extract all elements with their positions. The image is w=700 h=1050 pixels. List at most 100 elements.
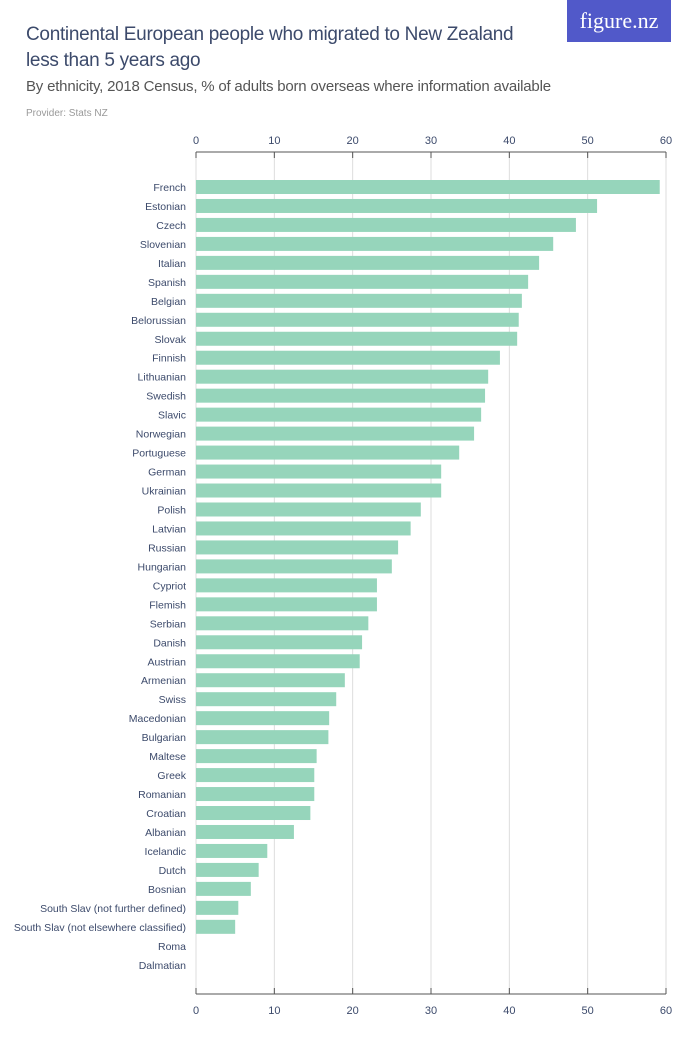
bar-dutch [196, 862, 259, 877]
bar-lithuanian [196, 369, 489, 384]
x-tick-label-top: 0 [193, 135, 199, 147]
category-label: Serbian [150, 618, 186, 630]
bar-estonian [196, 198, 598, 213]
bar-romanian [196, 787, 315, 802]
category-label: Finnish [152, 353, 186, 365]
bar-belgian [196, 293, 522, 308]
bar-portuguese [196, 445, 460, 460]
bar-slavic [196, 407, 482, 422]
bar-slovak [196, 331, 518, 346]
bar-albanian [196, 824, 294, 839]
bar-ukrainian [196, 483, 442, 498]
x-tick-label-bottom: 40 [503, 1005, 515, 1017]
x-tick-label-bottom: 60 [660, 1005, 672, 1017]
x-tick-label-bottom: 0 [193, 1005, 199, 1017]
bar-latvian [196, 521, 411, 536]
category-label: South Slav (not elsewhere classified) [14, 922, 186, 934]
bar-icelandic [196, 843, 268, 858]
bar-swiss [196, 692, 337, 707]
category-label: Greek [157, 770, 186, 782]
category-label: Danish [153, 637, 186, 649]
category-label: Swedish [146, 391, 186, 403]
bar-south-slav-not-further-defined [196, 900, 239, 915]
provider-label: Provider: Stats NZ [26, 108, 108, 119]
bar-bulgarian [196, 730, 329, 745]
category-label: Dutch [159, 865, 187, 877]
category-label: Belorussian [131, 315, 186, 327]
category-label: Cypriot [153, 580, 186, 592]
bar-polish [196, 502, 421, 517]
bar-belorussian [196, 312, 519, 327]
bar-maltese [196, 749, 317, 764]
x-tick-label-bottom: 10 [268, 1005, 280, 1017]
bar-swedish [196, 388, 486, 403]
bar-italian [196, 255, 540, 270]
category-label: South Slav (not further defined) [40, 903, 186, 915]
bar-south-slav-not-elsewhere-classified [196, 919, 236, 934]
category-label: Polish [157, 504, 186, 516]
category-label: Latvian [152, 523, 186, 535]
chart-title: Continental European people who migrated… [26, 24, 514, 71]
bar-russian [196, 540, 399, 555]
bar-macedonian [196, 711, 330, 726]
x-tick-label-top: 30 [425, 135, 437, 147]
x-tick-label-top: 50 [582, 135, 594, 147]
category-label: Hungarian [138, 561, 187, 573]
bar-danish [196, 635, 363, 650]
x-tick-label-top: 40 [503, 135, 515, 147]
bar-austrian [196, 654, 360, 669]
category-label: Maltese [149, 751, 186, 763]
category-label: Italian [158, 258, 186, 270]
category-label: Bosnian [148, 884, 186, 896]
x-tick-label-bottom: 20 [347, 1005, 359, 1017]
category-label: German [148, 467, 186, 479]
x-tick-label-bottom: 30 [425, 1005, 437, 1017]
x-tick-label-top: 20 [347, 135, 359, 147]
bar-armenian [196, 673, 345, 688]
bar-serbian [196, 616, 369, 631]
category-label: Slovenian [140, 239, 186, 251]
x-tick-label-bottom: 50 [582, 1005, 594, 1017]
x-tick-label-top: 60 [660, 135, 672, 147]
x-tick-label-top: 10 [268, 135, 280, 147]
bar-czech [196, 217, 576, 232]
category-label: Czech [156, 220, 186, 232]
category-label: Russian [148, 542, 186, 554]
bar-german [196, 464, 442, 479]
bar-norwegian [196, 426, 475, 441]
category-label: Armenian [141, 675, 186, 687]
bar-finnish [196, 350, 500, 365]
category-label: Portuguese [132, 448, 186, 460]
bar-greek [196, 768, 315, 783]
bar-croatian [196, 806, 311, 821]
category-label: Austrian [147, 656, 186, 668]
category-label: Lithuanian [138, 372, 187, 384]
figure-nz-logo[interactable]: figure.nz [567, 0, 671, 42]
bar-french [196, 180, 660, 194]
bar-bosnian [196, 881, 251, 896]
category-label: Dalmatian [139, 960, 186, 972]
category-label: Belgian [151, 296, 186, 308]
bar-hungarian [196, 559, 392, 574]
bar-slovenian [196, 236, 554, 251]
category-label: Romanian [138, 789, 186, 801]
bar-cypriot [196, 578, 377, 593]
category-label: Slavic [158, 410, 186, 422]
category-label: Albanian [145, 827, 186, 839]
bar-spanish [196, 274, 529, 289]
category-label: Ukrainian [142, 486, 187, 498]
category-label: Roma [158, 941, 186, 953]
category-label: Icelandic [145, 846, 186, 858]
chart-subtitle: By ethnicity, 2018 Census, % of adults b… [26, 78, 551, 95]
category-label: Norwegian [136, 429, 186, 441]
bar-flemish [196, 597, 377, 612]
category-label: Estonian [145, 201, 186, 213]
category-label: Swiss [159, 694, 186, 706]
category-label: French [153, 182, 186, 194]
category-label: Croatian [146, 808, 186, 820]
category-label: Slovak [154, 334, 186, 346]
category-label: Macedonian [129, 713, 186, 725]
category-label: Spanish [148, 277, 186, 289]
category-label: Flemish [149, 599, 186, 611]
